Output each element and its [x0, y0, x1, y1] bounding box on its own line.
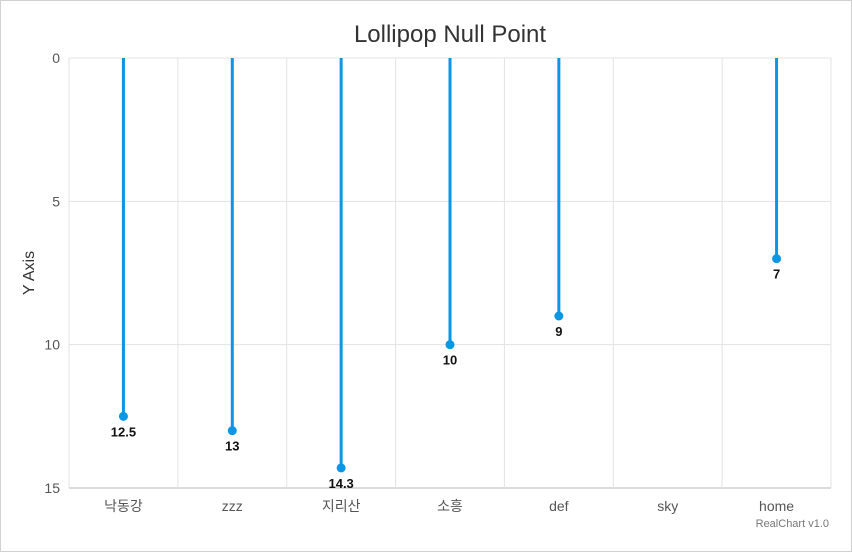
x-tick-label: 낙동강: [104, 498, 143, 514]
lollipop-point: [336, 463, 346, 473]
y-axis-label: Y Axis: [21, 251, 38, 295]
x-tick-label: home: [759, 498, 794, 514]
y-axis-ticks: 0 5 10 15: [44, 50, 60, 496]
lollipop-point: [445, 340, 455, 350]
grid: [68, 57, 832, 489]
data-label: 14.3: [328, 476, 353, 491]
chart-title: Lollipop Null Point: [354, 21, 546, 48]
x-tick-label: zzz: [222, 498, 243, 514]
y-tick-label: 0: [52, 50, 60, 66]
lollipop-point: [554, 311, 564, 321]
data-label: 13: [225, 439, 239, 454]
data-label: 9: [555, 324, 562, 339]
x-axis-ticks: 낙동강 zzz 지리산 소흥 def sky home: [104, 498, 794, 514]
data-label: 10: [443, 353, 457, 368]
x-tick-label: 소흥: [437, 498, 463, 514]
x-tick-label: 지리산: [322, 498, 361, 514]
x-tick-label: sky: [657, 498, 678, 514]
lollipop-point: [227, 426, 237, 436]
lollipop-point: [118, 411, 128, 421]
x-tick-label: def: [549, 498, 569, 514]
lollipop-series: 12.5 13 14.3 10 9 7: [111, 58, 782, 491]
data-label: 7: [773, 267, 780, 282]
y-tick-label: 10: [44, 337, 60, 353]
data-label: 12.5: [111, 424, 136, 439]
y-tick-label: 15: [44, 480, 60, 496]
lollipop-point: [772, 254, 782, 264]
credit-label: RealChart v1.0: [756, 518, 829, 530]
y-tick-label: 5: [52, 193, 60, 209]
